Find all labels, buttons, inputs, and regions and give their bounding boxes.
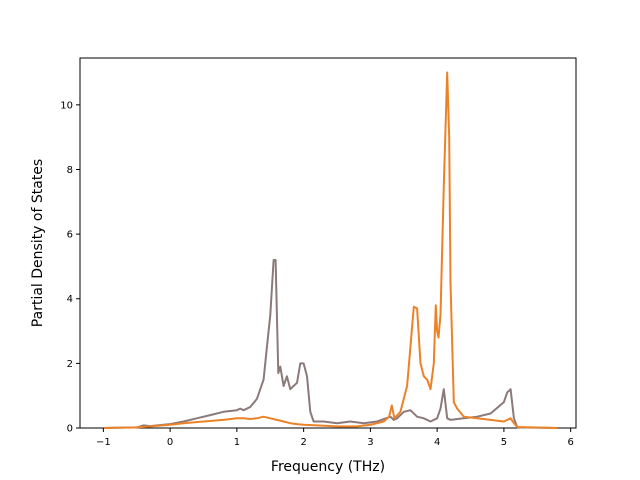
y-axis-title: Partial Density of States bbox=[30, 159, 46, 327]
x-tick-label: 1 bbox=[234, 437, 240, 448]
y-tick-label: 6 bbox=[67, 230, 73, 241]
x-tick-label: 0 bbox=[167, 437, 173, 448]
y-tick-label: 10 bbox=[60, 100, 73, 111]
plot-area-frame bbox=[79, 57, 577, 429]
pdos-series-line-1 bbox=[103, 259, 558, 429]
y-tick-label: 2 bbox=[67, 359, 73, 370]
pdos-series-line-2 bbox=[103, 71, 558, 429]
x-tick-label: 6 bbox=[567, 437, 573, 448]
y-axis-ticks: 0 2 4 6 8 10 bbox=[60, 100, 80, 435]
x-tick-label: 5 bbox=[501, 437, 507, 448]
x-tick-label: 4 bbox=[434, 437, 440, 448]
x-axis-ticks: −1 0 1 2 3 4 5 6 bbox=[96, 428, 574, 448]
y-tick-label: 8 bbox=[67, 165, 73, 176]
x-tick-label: −1 bbox=[96, 437, 111, 448]
x-tick-label: 2 bbox=[300, 437, 306, 448]
y-tick-label: 4 bbox=[67, 294, 73, 305]
y-tick-label: 0 bbox=[67, 424, 73, 435]
series-layer bbox=[103, 71, 558, 429]
x-tick-label: 3 bbox=[367, 437, 373, 448]
x-axis-title: Frequency (THz) bbox=[271, 459, 385, 475]
